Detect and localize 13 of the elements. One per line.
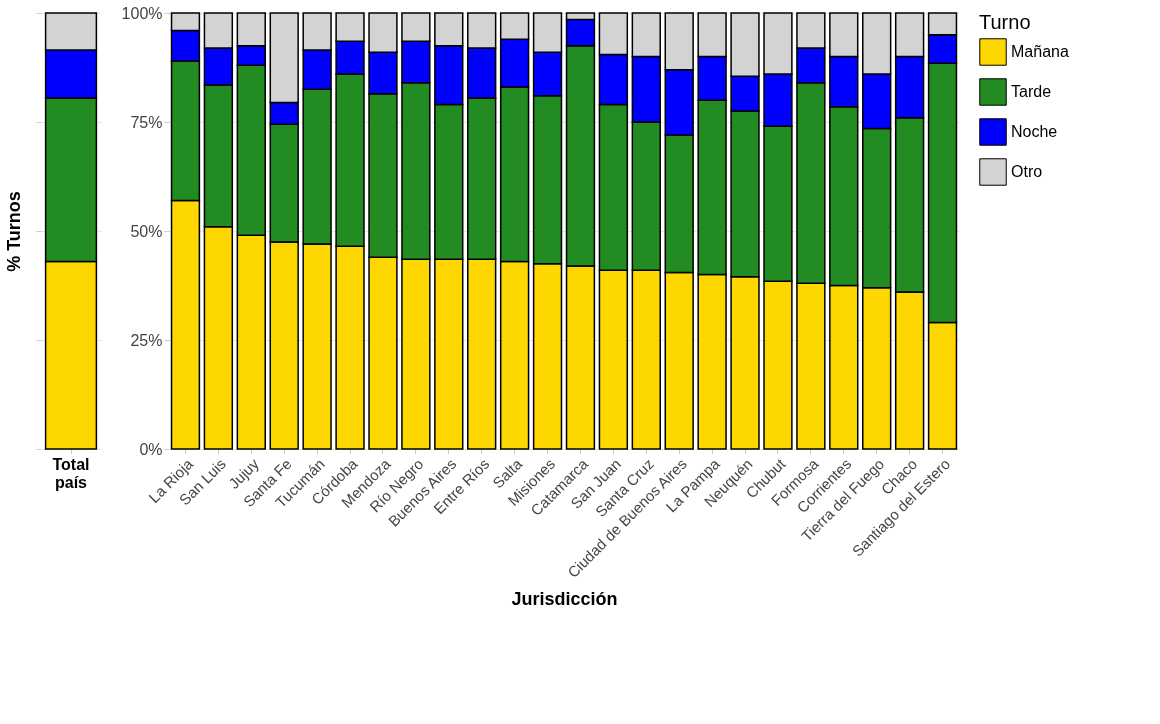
legend-label: Noche (1011, 123, 1058, 140)
y-tick-label: 25% (130, 331, 163, 349)
y-tick-label: 100% (121, 4, 163, 22)
legend-label: Mañana (1011, 43, 1069, 60)
legend-label: Otro (1011, 163, 1043, 180)
y-tick-label: 75% (130, 113, 163, 131)
x-axis-title: Jurisdicción (511, 589, 618, 610)
legend-label: Tarde (1011, 83, 1052, 100)
legend-title: Turno (979, 11, 1031, 33)
y-axis-title: % Turnos (4, 191, 24, 272)
x-tick-label: Total país (52, 455, 90, 491)
y-tick-label: 0% (139, 440, 163, 458)
y-tick-label: 50% (130, 222, 163, 240)
